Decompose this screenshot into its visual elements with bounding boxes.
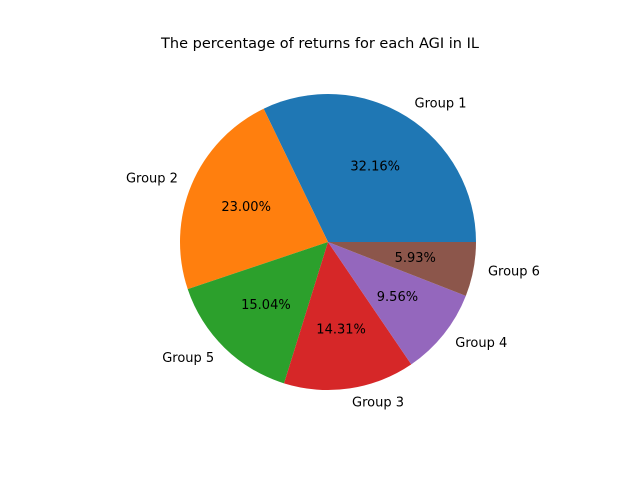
slice-label-group-6: Group 6 xyxy=(488,265,540,280)
pct-label-group-6: 5.93% xyxy=(395,251,436,266)
slice-label-group-4: Group 4 xyxy=(455,336,507,351)
pie-slice-group-1 xyxy=(263,93,476,242)
slice-label-group-2: Group 2 xyxy=(126,171,178,186)
pie-slices xyxy=(179,93,476,390)
slice-label-group-1: Group 1 xyxy=(415,97,467,112)
pct-label-group-1: 32.16% xyxy=(350,159,400,174)
pct-label-group-5: 15.04% xyxy=(241,298,291,313)
pie-slice-group-4 xyxy=(328,242,466,365)
pie-slice-group-3 xyxy=(284,242,412,390)
slice-label-group-3: Group 3 xyxy=(352,396,404,411)
pie-slice-group-5 xyxy=(187,242,328,384)
pie-slice-group-2 xyxy=(179,108,328,290)
chart-title: The percentage of returns for each AGI i… xyxy=(160,36,479,52)
pct-label-group-3: 14.31% xyxy=(316,322,366,337)
slice-label-group-5: Group 5 xyxy=(162,351,214,366)
pie-slice-group-6 xyxy=(328,242,476,296)
pct-label-group-4: 9.56% xyxy=(377,290,418,305)
pct-label-group-2: 23.00% xyxy=(221,200,271,215)
pie-labels: 32.16% Group 1 23.00% Group 2 15.04% Group 5 1… xyxy=(126,97,540,411)
